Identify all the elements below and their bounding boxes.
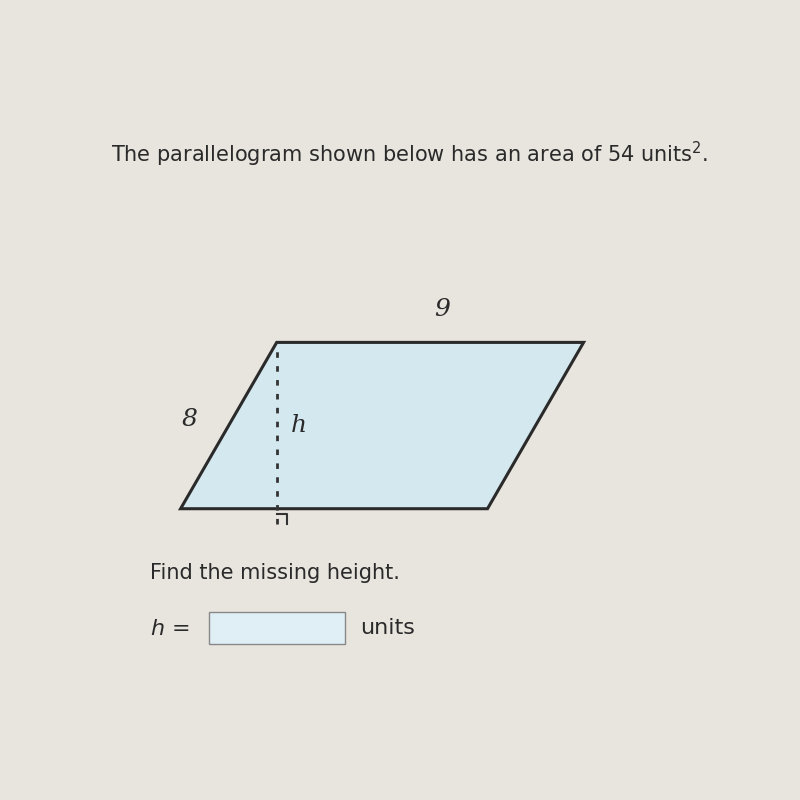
Text: units: units: [361, 618, 415, 638]
Text: $h$ =: $h$ =: [150, 619, 189, 639]
Text: The parallelogram shown below has an area of 54 units$^2$.: The parallelogram shown below has an are…: [111, 140, 709, 169]
Text: 9: 9: [434, 298, 450, 321]
Text: h: h: [290, 414, 306, 437]
Bar: [209, 612, 345, 644]
Text: 8: 8: [182, 408, 198, 431]
Polygon shape: [181, 342, 584, 509]
Text: Find the missing height.: Find the missing height.: [150, 563, 399, 583]
